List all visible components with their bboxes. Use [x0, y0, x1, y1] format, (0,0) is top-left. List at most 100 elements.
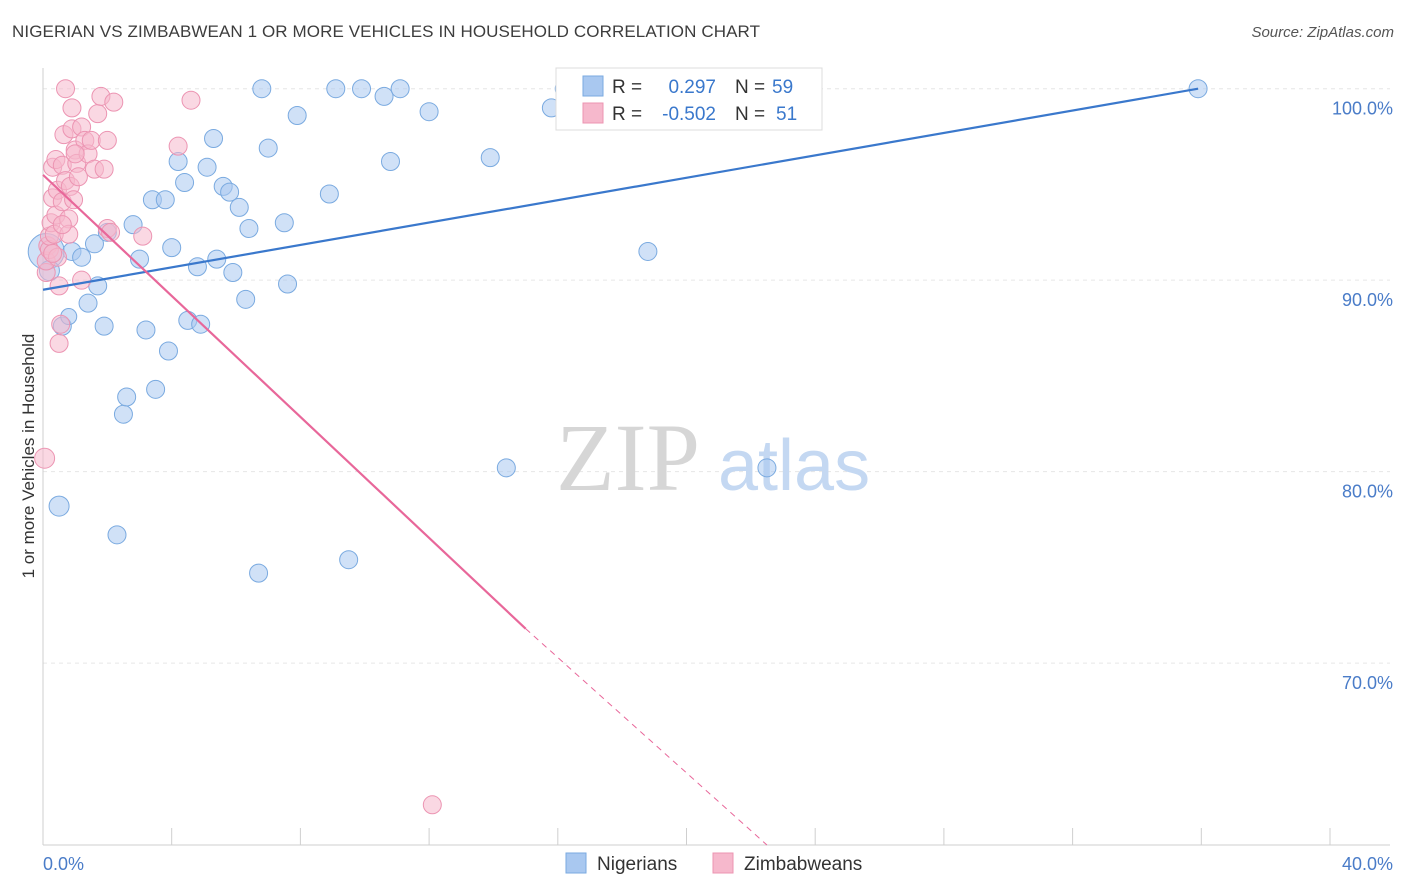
zimbabweans-point-21 — [56, 79, 76, 99]
nigerians-point-36 — [239, 218, 259, 238]
zimbabweans-point-47 — [422, 795, 442, 815]
nigerians-point-28 — [197, 157, 217, 177]
trend-line-nigerians-0 — [42, 87, 1199, 291]
nigerians-point-8 — [84, 234, 104, 254]
nigerians-point-48 — [380, 151, 400, 171]
nigerians-point-20 — [155, 190, 175, 210]
nigerians-point-19 — [146, 379, 166, 399]
nigerians-point-34 — [229, 197, 249, 217]
nigerians-point-35 — [236, 289, 256, 309]
axes — [42, 68, 1390, 846]
legend-nigerians-swatch — [565, 852, 587, 874]
legend-zimbabweans-label: Zimbabweans — [744, 854, 862, 875]
nigerians-point-42 — [287, 106, 307, 126]
nigerians-point-51 — [480, 148, 500, 168]
zimbabweans-point-44 — [133, 226, 153, 246]
nigerians-point-6 — [72, 247, 92, 267]
nigerians-point-40 — [274, 213, 294, 233]
nigerians-point-46 — [352, 79, 372, 99]
nigerians-point-22 — [162, 238, 182, 258]
zimbabweans-point-39 — [94, 159, 114, 179]
zimbabweans-point-27 — [64, 190, 84, 210]
trend-line-zimbabweans-1 — [42, 174, 527, 630]
zimbabweans-point-50 — [65, 144, 85, 164]
nigerians-point-44 — [326, 79, 346, 99]
nigerians-point-41 — [278, 274, 298, 294]
y-tick-label-3: 70.0% — [1342, 673, 1393, 693]
zimbabweans-point-43 — [104, 92, 124, 112]
nigerians-point-39 — [258, 138, 278, 158]
zimbabweans-point-25 — [62, 98, 82, 118]
stats-n-value-1: 59 — [772, 77, 793, 98]
grid-lines — [43, 88, 1390, 664]
nigerians-point-10 — [94, 316, 114, 336]
nigerians-point-49 — [390, 79, 410, 99]
zimbabweans-point-31 — [72, 270, 92, 290]
nigerians-point-32 — [220, 182, 240, 202]
nigerians-point-45 — [339, 550, 359, 570]
legend-nigerians-label: Nigerians — [597, 854, 677, 875]
stats-r-label-1: R = — [612, 77, 642, 98]
zimbabweans-point-46 — [181, 90, 201, 110]
series-legend: Nigerians Zimbabweans — [565, 852, 862, 875]
x-tick-label-1: 40.0% — [1342, 854, 1393, 874]
nigerians-point-29 — [204, 129, 224, 148]
legend-swatch-nigerians — [582, 75, 604, 97]
nigerians-point-2 — [48, 495, 70, 517]
nigerians-point-50 — [419, 102, 439, 122]
nigerians-point-38 — [252, 79, 272, 99]
zimbabweans-point-45 — [168, 136, 188, 156]
nigerians-point-13 — [113, 404, 133, 424]
zimbabweans-point-42 — [101, 222, 121, 242]
nigerians-point-17 — [136, 320, 156, 340]
zimbabweans-point-16 — [51, 314, 71, 334]
nigerians-point-16 — [130, 249, 150, 269]
nigerians-point-26 — [187, 257, 207, 277]
watermark: ZIP atlas — [556, 404, 870, 511]
watermark-atlas: atlas — [718, 426, 870, 506]
y-tick-label-1: 90.0% — [1342, 290, 1393, 310]
watermark-zip: ZIP — [556, 404, 700, 511]
stats-n-label-2: N = — [735, 104, 765, 125]
y-axis-label: 1 or more Vehicles in Household — [19, 334, 38, 579]
chart-source: Source: ZipAtlas.com — [1251, 24, 1394, 41]
nigerians-point-24 — [175, 173, 195, 193]
legend-zimbabweans-swatch — [712, 852, 734, 874]
y-tick-labels: 100.0% 90.0% 80.0% 70.0% — [1332, 99, 1393, 693]
zimbabweans-point-30 — [68, 167, 88, 187]
zimbabweans-point-14 — [49, 333, 69, 353]
zimbabweans-points — [34, 79, 442, 815]
x-tick-label-0: 0.0% — [43, 854, 84, 874]
y-tick-label-2: 80.0% — [1342, 482, 1393, 502]
x-tick-labels: 0.0% 40.0% — [43, 854, 1393, 874]
stats-legend: R = 0.297 N = 59 R = -0.502 N = 51 — [555, 67, 823, 131]
stats-r-label-2: R = — [612, 104, 642, 125]
nigerians-point-55 — [638, 241, 658, 261]
stats-n-label-1: N = — [735, 77, 765, 98]
nigerians-point-37 — [249, 563, 269, 583]
nigerians-point-56 — [757, 458, 777, 478]
y-tick-label-0: 100.0% — [1332, 99, 1393, 119]
trend-line-zimbabweans-2 — [525, 628, 768, 846]
zimbabweans-point-48 — [43, 243, 63, 263]
legend-swatch-zimbabweans — [582, 102, 604, 124]
stats-r-value-2: -0.502 — [662, 104, 716, 125]
nigerians-point-7 — [78, 293, 98, 313]
zimbabweans-point-41 — [97, 130, 117, 150]
zimbabweans-point-49 — [52, 215, 72, 235]
nigerians-point-52 — [496, 458, 516, 478]
trend-lines — [42, 87, 1199, 846]
nigerians-point-33 — [223, 263, 243, 283]
stats-n-value-2: 51 — [776, 104, 797, 125]
nigerians-point-47 — [374, 86, 394, 106]
zimbabweans-point-0 — [34, 447, 56, 469]
zimbabweans-point-37 — [88, 104, 108, 124]
nigerians-point-12 — [107, 525, 127, 545]
chart-title: NIGERIAN VS ZIMBABWEAN 1 OR MORE VEHICLE… — [12, 22, 761, 41]
nigerians-point-21 — [158, 341, 178, 361]
nigerians-point-43 — [319, 184, 339, 204]
stats-r-value-1: 0.297 — [668, 77, 716, 98]
zimbabweans-point-35 — [81, 130, 101, 150]
nigerians-point-14 — [117, 387, 137, 407]
